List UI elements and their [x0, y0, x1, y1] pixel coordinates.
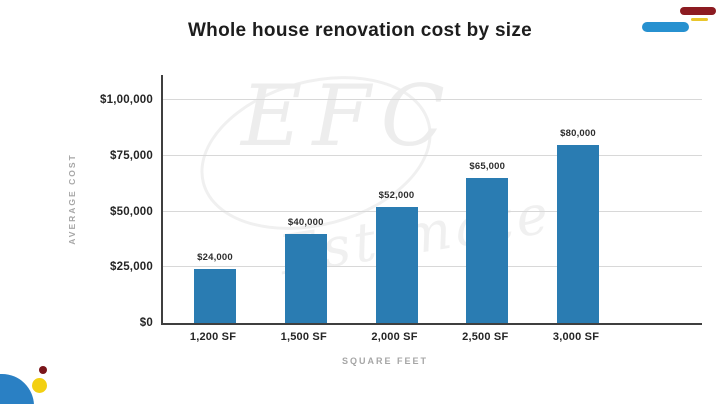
y-tick-label: $50,000 [110, 205, 153, 218]
gridline [163, 99, 702, 100]
decoration-blue-circle [0, 374, 34, 404]
bar-value-label: $24,000 [197, 252, 233, 264]
bar [284, 233, 327, 323]
bar [557, 144, 599, 323]
y-tick-label: $75,000 [110, 149, 153, 162]
gridline [163, 266, 702, 268]
bar-value-label: $40,000 [287, 216, 324, 228]
x-tick-label: 2,500 SF [462, 331, 509, 343]
y-tick-label: $0 [139, 317, 153, 329]
x-tick-label: 1,500 SF [280, 331, 327, 343]
decoration-red-pill [680, 7, 716, 15]
y-tick-label: $1,00,000 [100, 94, 153, 106]
bar [194, 269, 236, 323]
chart-title: Whole house renovation cost by size [187, 20, 533, 41]
decoration-yellow-dash [691, 18, 708, 21]
bar-value-label: $52,000 [378, 190, 415, 202]
x-axis-title: SQUARE FEET [341, 356, 428, 366]
gridline [163, 210, 702, 212]
bar [375, 207, 418, 323]
y-axis-tick-labels: $0 $25,000 $50,000 $75,000 $1,00,000 [0, 75, 153, 329]
x-tick-label: 2,000 SF [371, 331, 418, 343]
decoration-blue-pill [642, 22, 689, 32]
decoration-red-dot [39, 366, 47, 374]
y-tick-label: $25,000 [110, 261, 153, 274]
x-tick-label: 3,000 SF [552, 331, 600, 343]
decoration-yellow-circle [32, 378, 47, 393]
plot-area: EFC Estimate $24,000$40,000$52,000$65,00… [161, 75, 702, 325]
bar-value-label: $80,000 [560, 127, 596, 139]
watermark-monogram: EFC [241, 75, 455, 165]
x-axis-tick-labels: 1,200 SF 1,500 SF 2,000 SF 2,500 SF 3,000 SF [161, 331, 700, 347]
gridline [163, 154, 702, 156]
bar [466, 178, 509, 323]
bar-value-label: $65,000 [469, 161, 506, 173]
x-tick-label: 1,200 SF [189, 331, 237, 343]
